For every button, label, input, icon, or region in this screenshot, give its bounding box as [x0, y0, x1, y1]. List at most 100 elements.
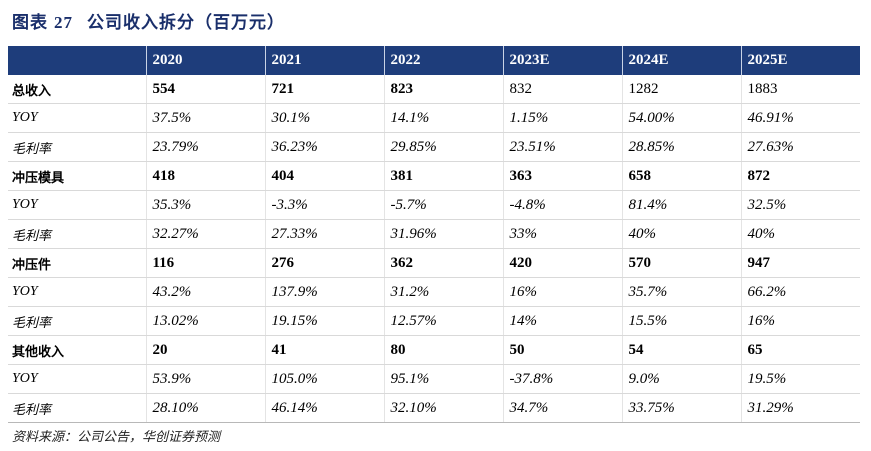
table-cell: 53.9%: [145, 364, 265, 394]
table-cell: 31.29%: [740, 393, 860, 423]
table-cell: 19.5%: [740, 364, 860, 394]
table-cell: 16%: [740, 306, 860, 336]
row-label: YOY: [8, 190, 146, 220]
figure-number: 27: [54, 13, 73, 32]
table-cell: 80: [383, 335, 503, 365]
table-cell: 872: [740, 161, 860, 191]
row-label: 毛利率: [8, 393, 146, 423]
figure-label: 图表: [12, 13, 48, 33]
table-cell: -5.7%: [383, 190, 503, 220]
table-cell: 276: [264, 248, 384, 278]
header-cell-2025e: 2025E: [740, 46, 860, 75]
row-label: 总收入: [8, 75, 146, 104]
table-cell: 43.2%: [145, 277, 265, 307]
table-cell: 105.0%: [264, 364, 384, 394]
table-row-gross-margin: 毛利率 28.10% 46.14% 32.10% 34.7% 33.75% 31…: [8, 393, 860, 423]
table-cell: 35.3%: [145, 190, 265, 220]
table-cell: 9.0%: [621, 364, 741, 394]
table-row-yoy: YOY 53.9% 105.0% 95.1% -37.8% 9.0% 19.5%: [8, 364, 860, 394]
table-cell: 13.02%: [145, 306, 265, 336]
source-note: 资料来源：公司公告，华创证券预测: [12, 430, 221, 445]
table-cell: 554: [145, 75, 265, 104]
table-cell: 362: [383, 248, 503, 278]
table-cell: 363: [502, 161, 622, 191]
table-cell: 420: [502, 248, 622, 278]
table-cell: 12.57%: [383, 306, 503, 336]
table-cell: 41: [264, 335, 384, 365]
table-cell: 27.33%: [264, 219, 384, 249]
table-cell: 33%: [502, 219, 622, 249]
row-label: YOY: [8, 103, 146, 133]
table-cell: 40%: [740, 219, 860, 249]
table-cell: 54: [621, 335, 741, 365]
row-label: 毛利率: [8, 219, 146, 249]
table-cell: 418: [145, 161, 265, 191]
table-cell: 16%: [502, 277, 622, 307]
table-cell: 15.5%: [621, 306, 741, 336]
table-cell: 81.4%: [621, 190, 741, 220]
table-cell: 23.51%: [502, 132, 622, 162]
row-label: 毛利率: [8, 306, 146, 336]
table-cell: 35.7%: [621, 277, 741, 307]
revenue-breakdown-table: 2020 2021 2022 2023E 2024E 2025E 总收入 554…: [8, 46, 860, 423]
table-cell: 46.91%: [740, 103, 860, 133]
table-cell: 66.2%: [740, 277, 860, 307]
table-row-yoy: YOY 43.2% 137.9% 31.2% 16% 35.7% 66.2%: [8, 277, 860, 307]
header-cell-2022: 2022: [383, 46, 503, 75]
table-cell: 721: [264, 75, 384, 104]
table-header-row: 2020 2021 2022 2023E 2024E 2025E: [8, 46, 860, 75]
table-cell: 19.15%: [264, 306, 384, 336]
header-cell-2024e: 2024E: [621, 46, 741, 75]
table-row-gross-margin: 毛利率 32.27% 27.33% 31.96% 33% 40% 40%: [8, 219, 860, 249]
table-cell: 32.27%: [145, 219, 265, 249]
table-cell: 54.00%: [621, 103, 741, 133]
table-cell: 31.2%: [383, 277, 503, 307]
row-label: 毛利率: [8, 132, 146, 162]
table-cell: -37.8%: [502, 364, 622, 394]
table-cell: 1282: [621, 75, 741, 104]
table-cell: 46.14%: [264, 393, 384, 423]
table-cell: -4.8%: [502, 190, 622, 220]
table-row-stamping-dies: 冲压模具 418 404 381 363 658 872: [8, 161, 860, 191]
header-cell-2021: 2021: [264, 46, 384, 75]
table-row-yoy: YOY 37.5% 30.1% 14.1% 1.15% 54.00% 46.91…: [8, 103, 860, 133]
table-cell: 34.7%: [502, 393, 622, 423]
table-cell: 116: [145, 248, 265, 278]
table-cell: 95.1%: [383, 364, 503, 394]
table-cell: 570: [621, 248, 741, 278]
table-cell: 947: [740, 248, 860, 278]
table-row-gross-margin: 毛利率 13.02% 19.15% 12.57% 14% 15.5% 16%: [8, 306, 860, 336]
row-label: 其他收入: [8, 335, 146, 365]
row-label: YOY: [8, 277, 146, 307]
header-cell-blank: [8, 46, 146, 75]
table-cell: 29.85%: [383, 132, 503, 162]
row-label: YOY: [8, 364, 146, 394]
table-cell: 832: [502, 75, 622, 104]
table-cell: 28.10%: [145, 393, 265, 423]
table-cell: 40%: [621, 219, 741, 249]
table-cell: -3.3%: [264, 190, 384, 220]
table-cell: 65: [740, 335, 860, 365]
table-cell: 28.85%: [621, 132, 741, 162]
table-cell: 36.23%: [264, 132, 384, 162]
table-cell: 137.9%: [264, 277, 384, 307]
table-cell: 381: [383, 161, 503, 191]
table-row-gross-margin: 毛利率 23.79% 36.23% 29.85% 23.51% 28.85% 2…: [8, 132, 860, 162]
row-label: 冲压件: [8, 248, 146, 278]
header-cell-2023e: 2023E: [502, 46, 622, 75]
table-cell: 31.96%: [383, 219, 503, 249]
table-cell: 32.5%: [740, 190, 860, 220]
table-cell: 30.1%: [264, 103, 384, 133]
table-cell: 1883: [740, 75, 860, 104]
table-cell: 50: [502, 335, 622, 365]
row-label: 冲压模具: [8, 161, 146, 191]
table-cell: 404: [264, 161, 384, 191]
table-row-other-revenue: 其他收入 20 41 80 50 54 65: [8, 335, 860, 365]
table-row-total-revenue: 总收入 554 721 823 832 1282 1883: [8, 75, 860, 104]
table-cell: 37.5%: [145, 103, 265, 133]
figure-title: 图表 27 公司收入拆分（百万元）: [12, 8, 285, 38]
table-cell: 658: [621, 161, 741, 191]
table-cell: 27.63%: [740, 132, 860, 162]
header-cell-2020: 2020: [145, 46, 265, 75]
table-cell: 14.1%: [383, 103, 503, 133]
